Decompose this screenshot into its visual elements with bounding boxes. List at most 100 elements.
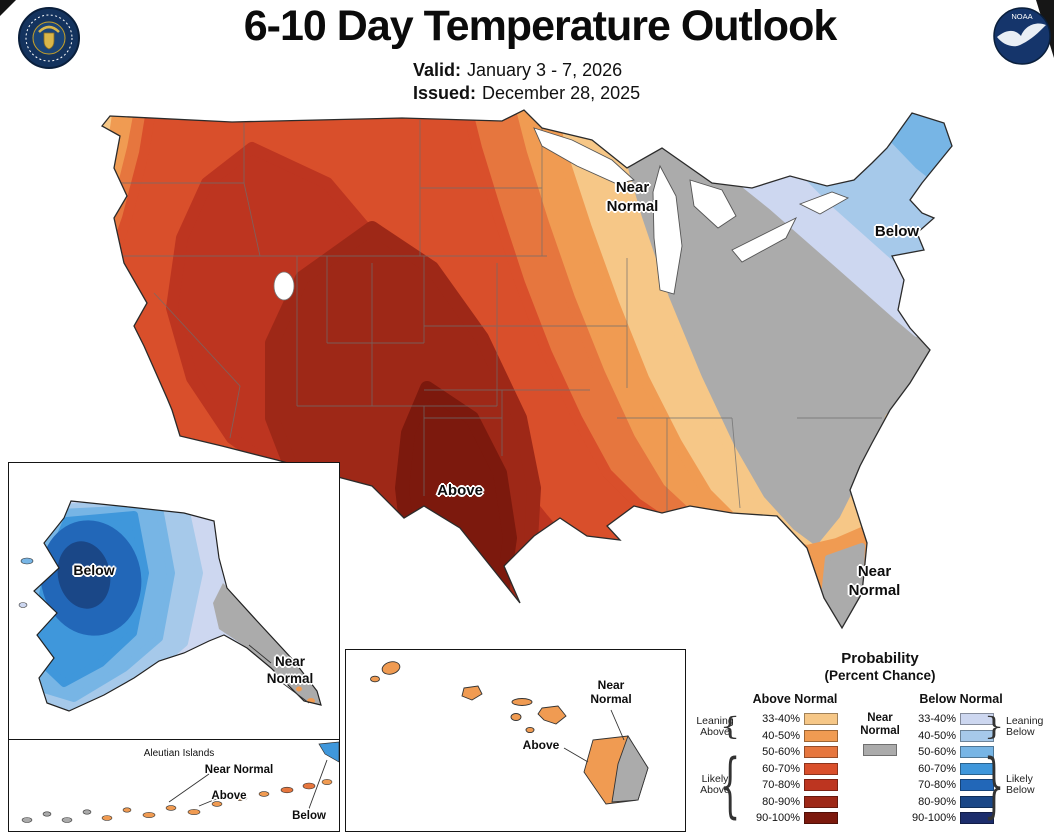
legend-row-swatch [804,779,838,791]
legend-below-row: 70-80% [894,778,994,792]
legend-below-row: 50-60% [894,745,994,759]
scan-artifact-corner-top-left [0,0,16,16]
legend-row-label: 40-50% [762,729,800,742]
island-niihau [370,675,380,683]
noaa-logo-text: NOAA [1011,12,1032,21]
brace-likely-below: } [983,743,1005,827]
legend-row-label: 40-50% [918,729,956,742]
legend-row-swatch [804,713,838,725]
legend-likely-above: Likely Above [690,774,740,796]
seagull-icon [997,23,1046,47]
hawaii-inset: Near Normal Above [345,649,686,832]
legend-row-label: 90-100% [911,812,956,824]
legend-row-label: 70-80% [918,779,956,791]
ak-west-island [18,602,28,608]
issued-label: Issued: [413,83,477,103]
label-line: Near [597,678,625,692]
big-island-near-normal-area [611,734,649,803]
legend-above-row: 60-70% [738,762,838,776]
island-kauai [381,661,401,675]
island [211,801,223,807]
lake-michigan [652,164,683,295]
island [122,807,132,813]
great-lakes [533,127,850,295]
legend-row-label: 60-70% [918,762,956,775]
legend-row-label: 33-40% [762,713,800,725]
probability-legend: Probability (Percent Chance) Above Norma… [690,648,1054,833]
legend-row-label: 90-100% [755,812,800,824]
legend-row-swatch [960,762,994,775]
legend-row-swatch [960,779,994,791]
legend-above-row: 50-60% [738,745,838,759]
legend-above-header: Above Normal [752,692,838,706]
aleutians-inset: Aleutian Islands Near Normal Above Below [8,739,340,832]
band-near-normal-south-florida [821,543,865,628]
label-line: Normal [606,198,659,215]
legend-leaning-below: Leaning Below [1006,716,1054,738]
label-line: Normal [860,725,900,737]
legend-row-label: 80-90% [762,795,800,808]
ak-band-below-80-90 [57,541,111,609]
legend-row-swatch [960,812,994,824]
ak-label-below: Below [73,562,115,578]
legend-below-row: 90-100% [894,811,994,825]
label-line: Leaning [1006,715,1044,727]
label-line: Near [867,712,893,724]
aleut-below-landmass [318,741,339,763]
legend-row-swatch [804,746,838,758]
ak-outline [33,500,322,712]
us-outline [101,109,953,630]
legend-likely-below: Likely Below [1006,774,1054,796]
label-line: Normal [848,582,901,599]
aleut-label-below: Below [292,810,326,822]
valid-line: Valid: January 3 - 7, 2026 [413,60,622,81]
aleut-label-above: Above [211,790,247,802]
island [234,795,248,801]
aleut-leader-lines [168,759,328,815]
island [61,817,73,823]
alaska-map [18,500,322,712]
ak-dark-spot [312,705,318,709]
legend-row-label: 50-60% [762,746,800,758]
commerce-seal-logo [18,7,80,69]
label-line: Normal [590,692,632,706]
label-line: Near [274,654,306,669]
legend-near-normal-label: Near Normal [852,712,908,738]
island [142,812,156,818]
hi-leader-lines [563,709,625,763]
legend-row-swatch [804,812,838,824]
legend-leaning-above: Leaning Above [690,716,740,738]
legend-row-swatch [960,729,994,742]
legend-subtitle: (Percent Chance) [824,668,936,683]
lake-erie [731,216,798,263]
label-line: Likely [1006,773,1033,785]
island [321,779,333,785]
island [187,809,201,815]
label-line: Above [700,784,730,796]
label-line: Above [700,726,730,738]
hawaii-map [370,661,649,805]
island [258,791,270,797]
valid-value: January 3 - 7, 2026 [467,60,623,80]
shield-icon [43,32,55,50]
label-line: Below [1006,784,1035,796]
island [42,811,52,817]
noaa-logo: NOAA [993,7,1051,65]
label-line: Likely [701,773,729,785]
island-molokai [511,698,533,706]
aleutian-islands-dots [21,779,333,823]
label-near-normal-florida: Near Normal [832,562,917,600]
page-title: 6-10 Day Temperature Outlook [243,2,838,50]
island-oahu [461,685,483,701]
issued-value: December 28, 2025 [482,83,641,103]
hi-label-above: Above [522,738,560,752]
ak-label-near-normal: Near Normal [247,653,333,687]
legend-row-swatch [960,746,994,758]
label-line: Near [857,563,892,580]
brace-leaning-below: } [983,710,1005,742]
legend-above-row: 90-100% [738,811,838,825]
legend-title: Probability [841,650,919,667]
island [82,809,92,815]
legend-row-swatch [960,713,994,725]
